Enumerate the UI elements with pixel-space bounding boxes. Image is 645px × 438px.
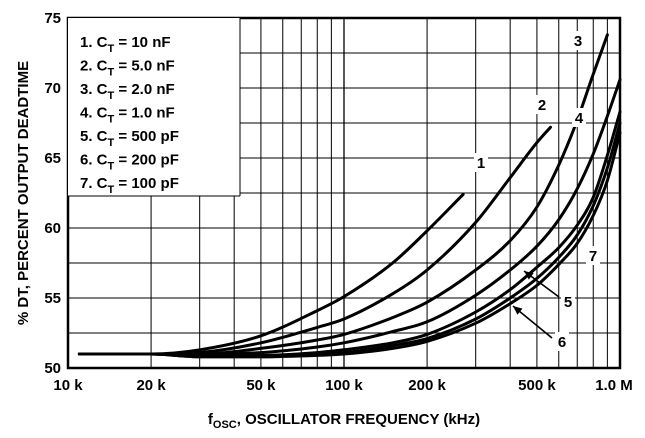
x-tick-label: 500 k xyxy=(518,377,556,394)
series-line-1 xyxy=(77,192,465,356)
series-layer xyxy=(77,33,622,359)
y-tick-label: 70 xyxy=(44,80,61,97)
curve-label-bg xyxy=(535,95,549,114)
legend-entry-prefix: 5. C xyxy=(80,128,108,145)
y-tick-labels: 50 55 60 65 70 75 xyxy=(44,10,61,377)
legend-entry-value: = 5.0 nF xyxy=(114,58,174,75)
y-tick-label: 50 xyxy=(44,360,61,377)
y-axis-title: % DT, PERCENT OUTPUT DEADTIME xyxy=(15,61,32,325)
y-tick-label: 75 xyxy=(44,10,61,27)
x-tick-label: 200 k xyxy=(408,377,446,394)
legend-entry-prefix: 3. C xyxy=(80,81,108,98)
curve-label-2: 2 xyxy=(538,97,546,114)
x-tick-label: 10 k xyxy=(53,377,83,394)
legend-entry-sub: T xyxy=(108,184,115,196)
curve-label-bg xyxy=(561,292,575,311)
legend-entry-sub: T xyxy=(108,137,115,149)
legend-entry-sub: T xyxy=(108,90,115,102)
curve-label-1: 1 xyxy=(477,155,485,172)
legend-box xyxy=(68,18,240,196)
curve-label-bg xyxy=(555,332,569,351)
curve-label-bg xyxy=(571,31,585,50)
x-axis-title-main: f xyxy=(208,411,214,428)
legend: 1. CT = 10 nF2. CT = 5.0 nF3. CT = 2.0 n… xyxy=(68,18,241,197)
legend-entry: 5. CT = 500 pF xyxy=(80,128,179,149)
legend-entry-prefix: 6. C xyxy=(80,152,108,169)
legend-entry-value: = 1.0 nF xyxy=(114,105,174,122)
legend-entry-prefix: 1. C xyxy=(80,34,108,51)
legend-entry-value: = 500 pF xyxy=(114,128,179,145)
legend-entry-sub: T xyxy=(108,67,115,79)
x-tick-label: 50 k xyxy=(246,377,276,394)
legend-entry-sub: T xyxy=(108,114,115,126)
curve-label-4: 4 xyxy=(575,110,584,127)
curve-label-7: 7 xyxy=(589,248,597,265)
legend-entry-value: = 200 pF xyxy=(114,152,179,169)
series-line-4 xyxy=(77,78,622,356)
legend-entry-value: = 100 pF xyxy=(114,175,179,192)
legend-entry-prefix: 7. C xyxy=(80,175,108,192)
y-tick-label: 60 xyxy=(44,220,61,237)
curve-label-6: 6 xyxy=(558,334,566,351)
curve-label-5: 5 xyxy=(564,294,572,311)
x-axis-title: fOSC, OSCILLATOR FREQUENCY (kHz) xyxy=(208,411,480,431)
legend-entry: 2. CT = 5.0 nF xyxy=(80,58,175,79)
series-line-7 xyxy=(77,121,622,359)
annotations: 1 2 3 4 5 6 7 xyxy=(474,31,600,351)
legend-entry-prefix: 4. C xyxy=(80,105,108,122)
legend-entry-value: = 10 nF xyxy=(114,34,170,51)
y-tick-label: 65 xyxy=(44,150,61,167)
x-tick-label: 1.0 M xyxy=(595,377,633,394)
legend-entry-sub: T xyxy=(108,161,115,173)
leader-5-arrowhead xyxy=(524,271,534,280)
x-axis-title-rest: , OSCILLATOR FREQUENCY (kHz) xyxy=(237,411,480,428)
x-tick-label: 100 k xyxy=(325,377,363,394)
curve-label-bg xyxy=(474,153,488,172)
legend-entry: 6. CT = 200 pF xyxy=(80,152,179,173)
leader-6-arrowhead xyxy=(513,306,523,315)
x-axis-title-sub: OSC xyxy=(213,419,237,431)
legend-entry-prefix: 2. C xyxy=(80,58,108,75)
curve-label-3: 3 xyxy=(574,33,582,50)
curve-label-bg xyxy=(586,246,600,265)
legend-entry: 3. CT = 2.0 nF xyxy=(80,81,175,102)
x-tick-label: 20 k xyxy=(136,377,166,394)
legend-entry-value: = 2.0 nF xyxy=(114,81,174,98)
y-tick-label: 55 xyxy=(44,290,61,307)
curve-label-bg xyxy=(572,108,586,127)
x-tick-labels: 10 k 20 k 50 k 100 k 200 k 500 k 1.0 M xyxy=(53,377,632,394)
legend-entry: 7. CT = 100 pF xyxy=(80,175,179,196)
legend-entry: 1. CT = 10 nF xyxy=(80,34,171,55)
legend-entry-sub: T xyxy=(108,43,115,55)
legend-entry: 4. CT = 1.0 nF xyxy=(80,105,175,126)
